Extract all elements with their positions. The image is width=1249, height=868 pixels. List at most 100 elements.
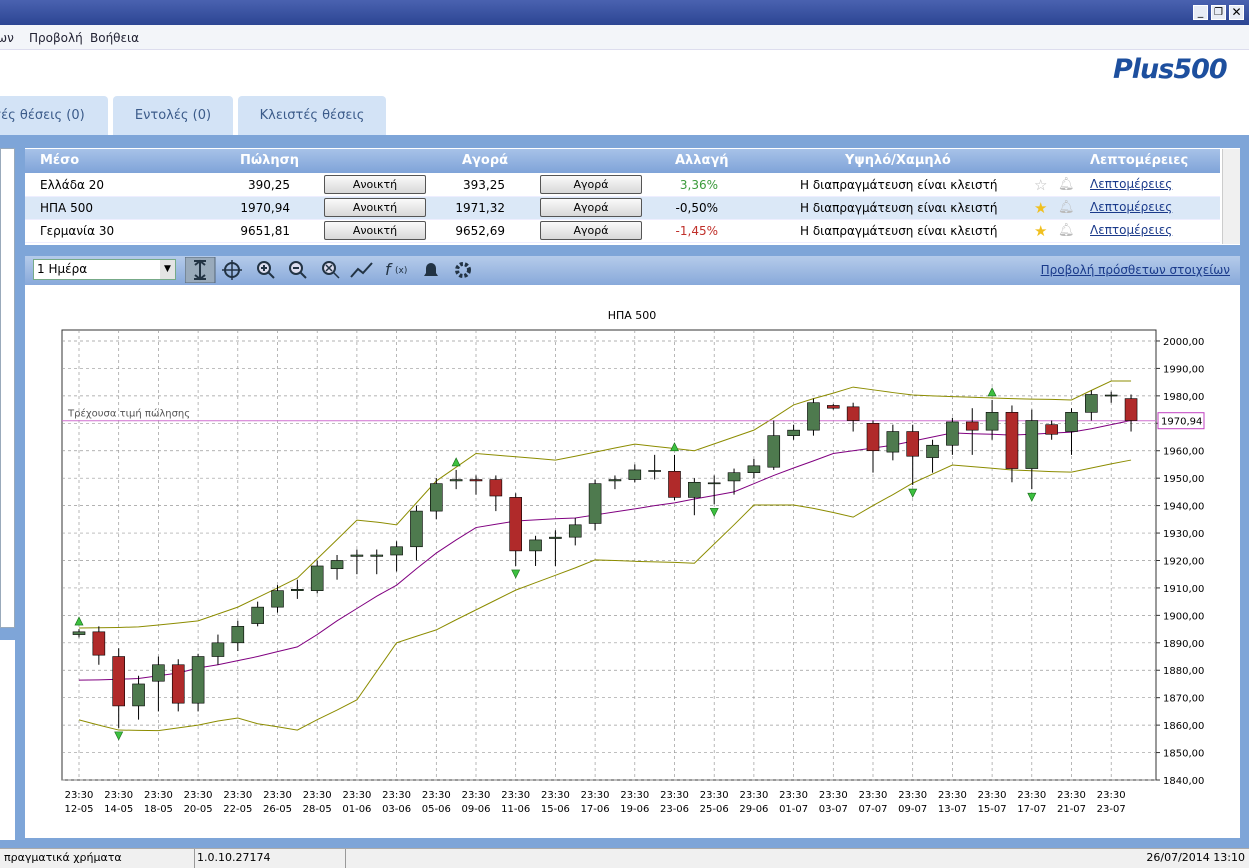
close-button[interactable]: ✕ [1229,5,1244,20]
alert-bell[interactable]: 🔔︎ [1058,200,1075,215]
tab[interactable]: Εντολές (0) [113,96,233,135]
buy-button[interactable]: Αγορά [540,175,642,194]
status-sep [194,849,195,868]
menu-item[interactable]: Βοήθεια [90,31,139,45]
column-header[interactable]: Πώληση [240,153,300,168]
x-tick-label: 17-07 [1017,804,1046,815]
favorite-star[interactable]: ★ [1034,222,1048,240]
x-tick-label: 26-05 [263,804,292,815]
x-tick-time: 23:30 [938,790,967,801]
y-tick-label: 2000,00 [1163,337,1204,348]
minimize-button[interactable]: _ [1193,5,1208,20]
candle-body [1045,424,1058,435]
favorite-star[interactable]: ★ [1034,199,1048,217]
candle-body [906,431,920,457]
chart: ΗΠΑ 500 1840,00 1850,00 1860,00 1870,00 1880,… [61,309,1205,815]
x-tick-time: 23:30 [382,790,411,801]
chart-tools: f (x) [185,257,471,283]
y-tick-label: 1880,00 [1163,666,1204,677]
column-header[interactable]: Μέσο [40,153,80,168]
x-tick-time: 23:30 [144,790,173,801]
x-tick-label: 22-05 [223,804,252,815]
candle-body [767,435,781,468]
buy-button[interactable]: Αγορά [540,221,642,240]
period-dropdown[interactable]: ▼ [160,260,175,279]
x-tick-time: 23:30 [859,790,888,801]
instrument-name: Ελλάδα 20 [40,178,105,192]
column-header[interactable]: Λεπτομέρειες [1090,153,1189,168]
y-tick-label: 1910,00 [1163,584,1204,595]
period-select[interactable]: 1 Ημέρα [33,259,176,280]
candle-body [946,421,959,446]
x-tick-label: 23-07 [1097,804,1126,815]
x-tick-time: 23:30 [223,790,252,801]
tool-indicators[interactable] [350,262,373,278]
details-link[interactable]: Λεπτομέρειες [1090,177,1173,191]
x-tick-label: 18-05 [144,804,173,815]
menu-item[interactable]: Προβολή [29,31,83,45]
tool-zoom-in-glyph [261,265,275,279]
candle-body [509,497,523,552]
candle-body [628,469,642,480]
candle-body [688,481,701,498]
sell-button[interactable]: Ανοικτή [324,198,426,217]
sell-price: 1970,94 [240,201,290,215]
candle-body [291,588,304,591]
sell-price: 9651,81 [240,224,290,238]
x-tick-time: 23:30 [819,790,848,801]
column-header[interactable]: Αλλαγή [675,153,729,168]
x-tick-label: 20-05 [184,804,213,815]
candle-body [1104,394,1118,397]
details-link[interactable]: Λεπτομέρειες [1090,223,1173,237]
tool-settings[interactable] [455,262,471,278]
favorite-star[interactable]: ☆ [1034,176,1048,194]
up-arrow [74,616,84,626]
restore-button[interactable]: ❐ [1211,5,1226,20]
x-tick-time: 23:30 [779,790,808,801]
candle-body [390,546,403,556]
tool-alert[interactable] [424,263,438,276]
candle-body [549,536,562,539]
details-link[interactable]: Λεπτομέρειες [1090,200,1173,214]
buy-price: 1971,32 [455,201,505,215]
candle-body [231,626,245,644]
candle-body [1005,412,1019,469]
alert-bell[interactable]: 🔔︎ [1058,177,1075,192]
more-link[interactable]: Προβολή πρόσθετων στοιχείων [1040,263,1230,277]
tab[interactable]: Κλειστές θέσεις [238,96,386,135]
status-text: 1.0.10.27174 [197,851,271,864]
candle-body [330,560,344,570]
tool-scale[interactable] [194,259,206,281]
down-arrow [1027,492,1037,502]
candle-body [1025,420,1039,469]
up-arrow [451,457,461,467]
menu-bar [0,25,1249,50]
alert-bell[interactable]: 🔔︎ [1058,223,1075,238]
x-tick-time: 23:30 [462,790,491,801]
current-price-label: 1970,94 [1161,417,1202,428]
y-tick-label: 1960,00 [1163,447,1204,458]
logo: Plus500 [1113,54,1228,85]
sell-button[interactable]: Ανοικτή [324,221,426,240]
x-tick-label: 15-06 [541,804,570,815]
candle-body [707,482,721,485]
buy-button[interactable]: Αγορά [540,198,642,217]
down-arrow [908,488,918,498]
candle-body [1085,394,1098,413]
tab[interactable]: τές θέσεις (0) [0,96,108,135]
sell-button[interactable]: Ανοικτή [324,175,426,194]
menu-item[interactable]: ίων [0,31,14,45]
x-tick-time: 23:30 [1057,790,1086,801]
x-tick-label: 14-05 [104,804,133,815]
tool-function[interactable]: f [385,260,393,279]
candle-body [469,479,483,482]
x-tick-time: 23:30 [660,790,689,801]
indicator-line [78,459,1132,732]
x-tick-time: 23:30 [184,790,213,801]
candle-body [529,539,542,552]
column-header[interactable]: Υψηλό/Χαμηλό [845,153,951,168]
high-low: Η διαπραγμάτευση είναι κλειστή [800,224,998,238]
column-header[interactable]: Αγορά [462,153,509,168]
candle-body [191,656,205,704]
x-tick-label: 13-07 [938,804,967,815]
